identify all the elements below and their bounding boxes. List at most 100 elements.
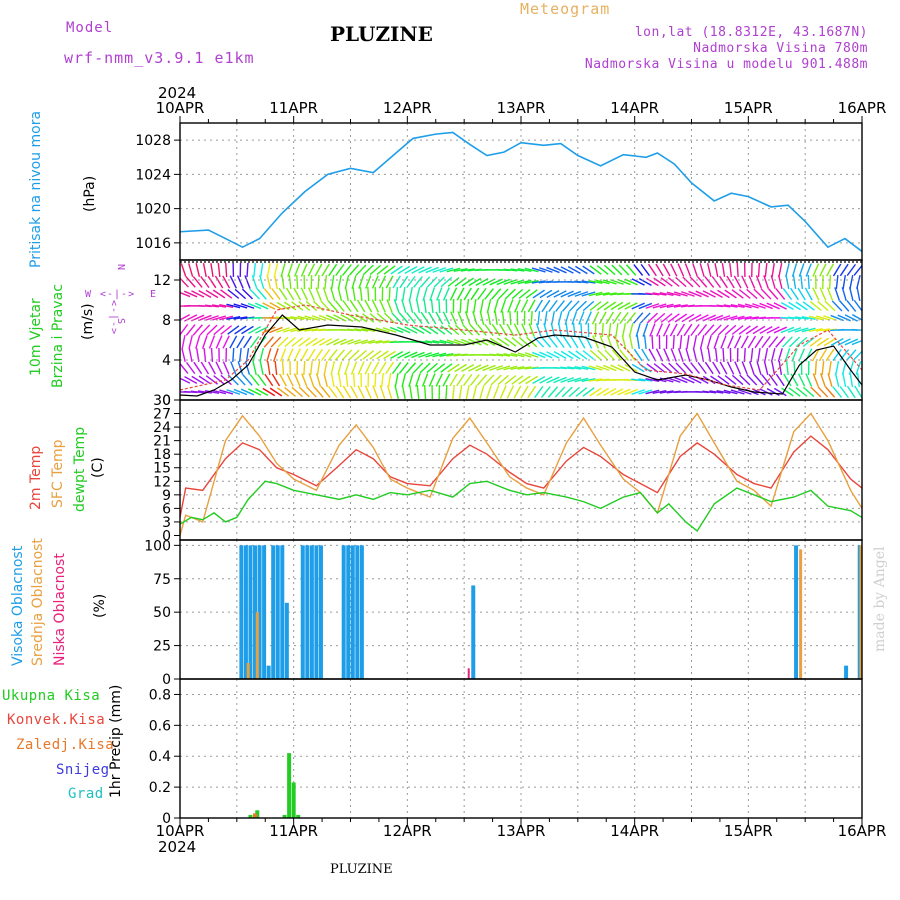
temp-tick-label: 15	[153, 461, 171, 477]
wind-barb	[655, 263, 664, 277]
wind-barb	[385, 361, 395, 375]
wind-barb	[572, 322, 576, 338]
wind-barb	[780, 326, 795, 334]
wind-barb	[337, 274, 342, 290]
wind-speed-line	[179, 314, 863, 397]
wind-barb	[688, 290, 702, 298]
wind-barb	[633, 312, 644, 324]
wind-barb	[409, 384, 413, 400]
wind-barb	[204, 304, 220, 308]
wind-barb	[761, 374, 772, 386]
wind-barb	[476, 324, 487, 336]
wind-barb	[415, 287, 421, 301]
wind-barb	[445, 384, 448, 400]
wind-barb	[681, 376, 695, 384]
pressure-line	[179, 131, 863, 253]
wind-barb	[229, 275, 238, 289]
wind-barb	[497, 337, 510, 347]
wind-barb	[278, 287, 288, 301]
wind-barb	[676, 323, 686, 337]
wind-barb	[724, 375, 737, 385]
wind-barb	[788, 387, 801, 397]
wind-barb	[456, 373, 466, 387]
wind-barb	[617, 302, 631, 310]
wind-barb	[800, 274, 804, 290]
wind-barb	[461, 364, 475, 372]
wind-barb	[511, 375, 524, 385]
wind-barb	[785, 360, 789, 376]
wind-barb	[500, 299, 507, 313]
temp-tick-label: 24	[153, 420, 171, 436]
wind-barb	[757, 262, 761, 278]
cloud-tick-label: 100	[144, 538, 171, 554]
wind-barb	[539, 267, 553, 273]
wind-barb	[432, 339, 447, 345]
wind-barb	[724, 289, 737, 299]
precip-tick-label: 0	[162, 811, 171, 827]
wind-barb	[465, 384, 470, 400]
wind-barb	[532, 289, 545, 299]
wind-barb	[345, 372, 349, 388]
wind-barb	[490, 288, 502, 300]
wind-barb	[575, 350, 588, 360]
high-cloud-bar	[318, 545, 323, 679]
wind-barb	[496, 278, 511, 286]
wind-barb	[193, 361, 203, 375]
wind-barb	[491, 323, 501, 337]
wind-barb	[677, 348, 684, 362]
wind-barb	[259, 275, 265, 289]
wind-barb	[184, 376, 198, 384]
wind-barb	[259, 348, 265, 362]
wind-barb	[603, 364, 617, 372]
wind-barb	[309, 360, 313, 376]
wind-barb	[571, 311, 578, 325]
wind-barb	[770, 348, 776, 362]
wind-barb	[449, 287, 458, 301]
wind-barb	[322, 287, 329, 301]
wind-barb	[365, 275, 372, 289]
wind-barb	[764, 347, 769, 363]
wind-barb	[629, 334, 634, 350]
wind-barb	[759, 388, 773, 396]
wind-barb	[753, 288, 765, 300]
wind-barb	[711, 275, 722, 289]
wind-barb	[337, 361, 343, 375]
wind-barb	[745, 325, 759, 335]
wind-barb	[293, 348, 301, 362]
wind-barb	[837, 314, 851, 322]
wind-barb	[453, 339, 468, 345]
wind-barb	[281, 360, 285, 376]
wind-barb	[462, 324, 474, 336]
wind-barb	[849, 274, 854, 290]
wind-barb	[653, 363, 666, 373]
wind-barb	[740, 335, 749, 349]
wind-barb	[848, 287, 854, 301]
wind-barb	[816, 315, 830, 321]
wind-barb	[589, 265, 602, 275]
wind-barb	[319, 338, 333, 346]
wind-barb	[315, 373, 322, 387]
wind-barb	[596, 301, 609, 311]
wind-barb	[205, 315, 219, 321]
wind-barb	[369, 350, 382, 360]
wind-barb	[425, 266, 439, 274]
wind-barb	[381, 372, 384, 388]
wind-barb	[468, 364, 482, 372]
footer-title: PLUZINE	[330, 862, 393, 877]
wind-barb	[524, 279, 539, 285]
wind-barb	[473, 298, 477, 314]
wind-barb	[692, 334, 698, 350]
wind-barb	[180, 291, 191, 298]
wind-barb	[699, 335, 705, 349]
high-cloud-bar	[262, 545, 267, 679]
wind-barb	[259, 360, 264, 376]
wind-barb	[731, 325, 744, 335]
wind-barb	[643, 334, 647, 350]
wind-barb	[446, 339, 461, 345]
wind-barb	[402, 286, 406, 302]
wind-barb	[817, 386, 829, 398]
wind-barb	[401, 384, 406, 400]
wind-barb	[207, 361, 216, 375]
wind-barb	[795, 301, 808, 311]
wind-barb	[335, 263, 345, 277]
